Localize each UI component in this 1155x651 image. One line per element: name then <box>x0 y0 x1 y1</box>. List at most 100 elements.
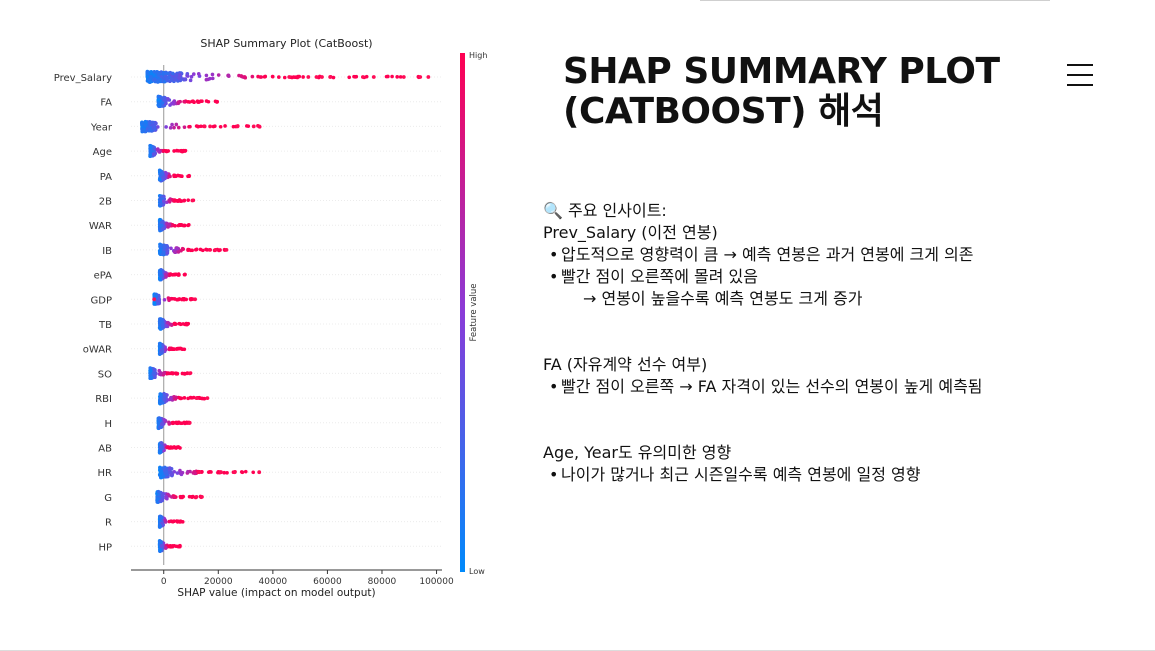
feature-label: TB <box>98 320 112 331</box>
shap-point <box>173 397 178 401</box>
shap-point-outlier <box>219 470 223 475</box>
shap-point <box>243 469 248 474</box>
shap-point <box>176 125 181 130</box>
shap-point <box>167 198 171 203</box>
shap-point <box>196 72 201 76</box>
x-axis-label: SHAP value (impact on model output) <box>177 587 375 599</box>
shap-point <box>158 548 162 552</box>
shap-point <box>147 128 152 133</box>
shap-point <box>171 421 176 425</box>
shap-point <box>166 371 170 375</box>
shap-point <box>171 347 176 351</box>
shap-point <box>165 251 170 255</box>
shap-point <box>251 470 256 475</box>
shap-point <box>185 74 190 78</box>
x-tick-label: 40000 <box>259 577 288 587</box>
shap-point <box>208 76 212 81</box>
slide-title-line2: (CATBOOST) 해석 <box>563 91 884 132</box>
beeswarm-row <box>157 168 191 183</box>
shap-point <box>195 99 200 103</box>
shap-point <box>158 418 162 423</box>
shap-point <box>160 325 165 330</box>
shap-point <box>148 144 153 149</box>
beeswarm-row <box>152 292 198 306</box>
shap-point <box>204 77 209 82</box>
shap-point <box>161 176 165 180</box>
shap-point <box>168 322 173 327</box>
shap-point <box>216 73 221 77</box>
shap-point-outlier <box>152 297 157 302</box>
shap-point <box>169 272 173 277</box>
shap-point <box>170 122 174 127</box>
shap-point <box>174 148 179 153</box>
bullet-item: 빨간 점이 오른쪽 → FA 자격이 있는 선수의 연봉이 높게 예측됨 <box>543 376 1143 398</box>
top-divider <box>700 0 1050 1</box>
feature-label: GDP <box>91 295 112 306</box>
shap-point <box>176 272 181 276</box>
shap-point <box>160 521 165 526</box>
shap-point <box>354 74 359 79</box>
hamburger-icon[interactable] <box>1067 64 1093 86</box>
shap-point <box>160 401 165 405</box>
shap-point <box>179 346 183 351</box>
shap-point <box>160 543 164 548</box>
shap-point <box>186 198 191 202</box>
shap-point <box>152 301 157 306</box>
feature-label: oWAR <box>83 345 112 356</box>
shap-point <box>152 69 157 74</box>
shap-point <box>158 78 163 82</box>
shap-point <box>172 495 176 500</box>
shap-point <box>169 472 174 477</box>
shap-point <box>159 516 163 520</box>
shap-point <box>164 149 169 154</box>
shap-point <box>149 375 154 380</box>
shap-point <box>176 250 181 254</box>
shap-point <box>182 125 187 129</box>
shap-point <box>163 345 167 350</box>
shap-point <box>162 297 167 302</box>
x-tick-label: 20000 <box>204 577 233 587</box>
shap-point <box>169 77 174 81</box>
shap-summary-plot: SHAP Summary Plot (CatBoost) Prev_Salary F… <box>54 37 488 599</box>
shap-point <box>181 223 186 228</box>
x-tick-label: 100000 <box>419 577 454 587</box>
shap-point <box>157 325 162 330</box>
shap-point <box>148 366 153 370</box>
shap-point <box>210 72 215 77</box>
section-title: FA (자유계약 선수 여부) <box>543 355 708 374</box>
shap-point <box>153 293 158 298</box>
shap-point <box>156 496 160 501</box>
feature-label: AB <box>98 444 112 455</box>
shap-point <box>175 297 179 302</box>
shap-point <box>174 246 179 251</box>
beeswarm-row <box>157 317 191 331</box>
shap-point <box>189 495 194 499</box>
beeswarm-row <box>157 539 182 553</box>
shap-point <box>169 246 173 251</box>
shap-point <box>182 198 186 203</box>
shap-point <box>386 74 390 79</box>
shap-point <box>160 318 165 322</box>
shap-point <box>277 75 281 79</box>
shap-point <box>163 245 167 249</box>
shap-point <box>158 540 163 544</box>
shap-point <box>164 496 168 500</box>
shap-point <box>331 75 336 80</box>
shap-point <box>390 74 394 79</box>
shap-point <box>161 226 166 230</box>
shap-point <box>206 470 211 474</box>
section-title: Prev_Salary (이전 연봉) <box>543 223 718 242</box>
shap-point-outlier <box>208 248 213 252</box>
beeswarm-row <box>157 465 262 480</box>
shap-point <box>159 244 163 249</box>
shap-point <box>175 347 179 351</box>
shap-point <box>175 519 180 524</box>
shap-point-outlier <box>194 495 199 499</box>
shap-point <box>188 78 193 83</box>
shap-point <box>149 74 153 79</box>
shap-point <box>161 250 166 255</box>
shap-point <box>174 372 179 376</box>
shap-point <box>200 248 205 253</box>
shap-point-outlier <box>187 371 192 376</box>
shap-point <box>162 393 167 398</box>
